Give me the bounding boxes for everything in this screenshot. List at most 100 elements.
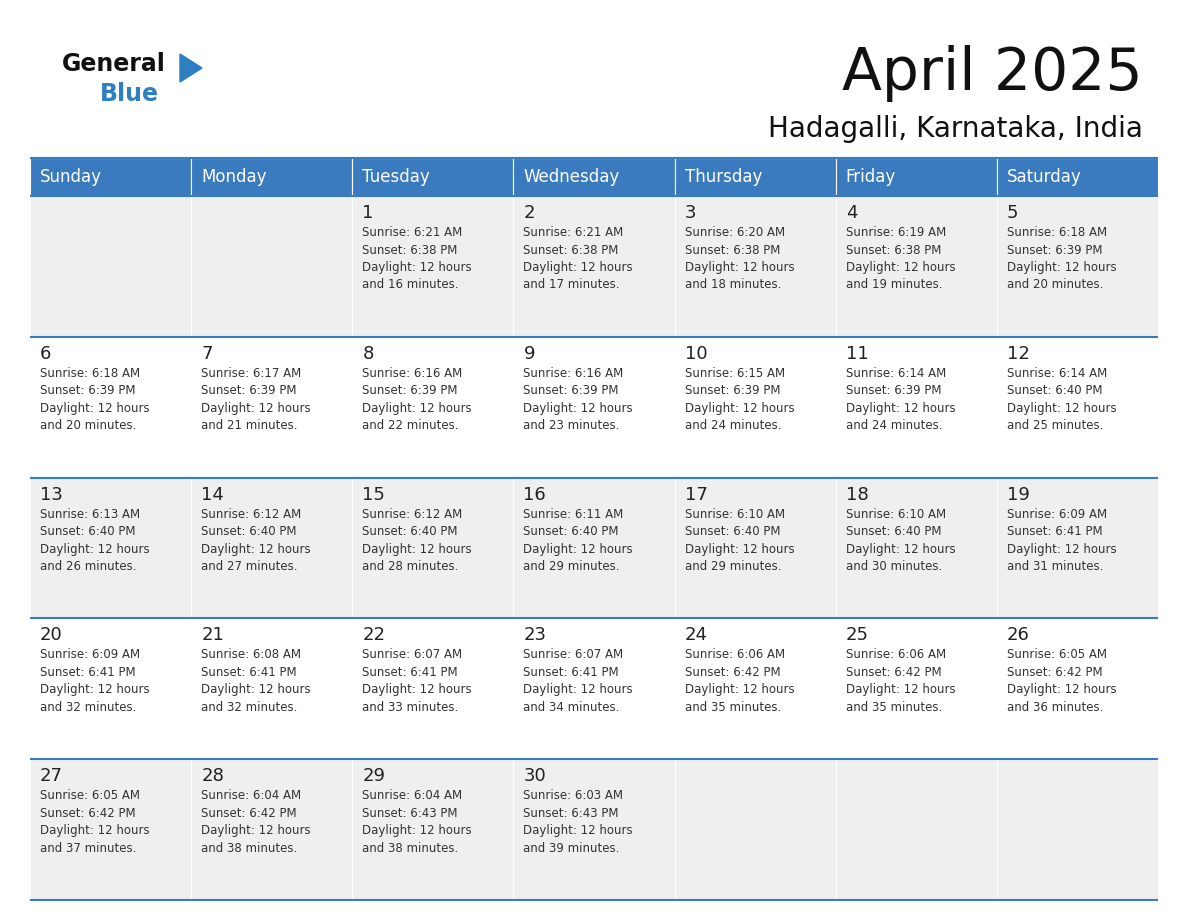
Bar [997, 759, 1158, 900]
Text: Hadagalli, Karnataka, India: Hadagalli, Karnataka, India [769, 115, 1143, 143]
Text: 16: 16 [524, 486, 546, 504]
Text: Saturday: Saturday [1007, 168, 1081, 186]
Text: 29: 29 [362, 767, 385, 785]
Text: 5: 5 [1007, 204, 1018, 222]
Bar [835, 196, 997, 337]
Text: Sunrise: 6:05 AM
Sunset: 6:42 PM
Daylight: 12 hours
and 36 minutes.: Sunrise: 6:05 AM Sunset: 6:42 PM Dayligh… [1007, 648, 1117, 714]
Text: 12: 12 [1007, 345, 1030, 363]
Bar [835, 337, 997, 477]
Text: General: General [62, 52, 166, 76]
Text: Sunrise: 6:10 AM
Sunset: 6:40 PM
Daylight: 12 hours
and 30 minutes.: Sunrise: 6:10 AM Sunset: 6:40 PM Dayligh… [846, 508, 955, 573]
Bar [997, 477, 1158, 619]
Text: Wednesday: Wednesday [524, 168, 620, 186]
Text: 15: 15 [362, 486, 385, 504]
Text: 30: 30 [524, 767, 546, 785]
Bar [353, 759, 513, 900]
Bar [191, 196, 353, 337]
Text: 4: 4 [846, 204, 858, 222]
Bar [675, 158, 835, 196]
Bar [191, 759, 353, 900]
Text: 19: 19 [1007, 486, 1030, 504]
Text: Sunrise: 6:14 AM
Sunset: 6:39 PM
Daylight: 12 hours
and 24 minutes.: Sunrise: 6:14 AM Sunset: 6:39 PM Dayligh… [846, 367, 955, 432]
Text: 28: 28 [201, 767, 225, 785]
Bar [513, 477, 675, 619]
Text: Sunrise: 6:21 AM
Sunset: 6:38 PM
Daylight: 12 hours
and 16 minutes.: Sunrise: 6:21 AM Sunset: 6:38 PM Dayligh… [362, 226, 472, 292]
Text: Sunrise: 6:08 AM
Sunset: 6:41 PM
Daylight: 12 hours
and 32 minutes.: Sunrise: 6:08 AM Sunset: 6:41 PM Dayligh… [201, 648, 311, 714]
Text: 11: 11 [846, 345, 868, 363]
Text: Sunrise: 6:18 AM
Sunset: 6:39 PM
Daylight: 12 hours
and 20 minutes.: Sunrise: 6:18 AM Sunset: 6:39 PM Dayligh… [1007, 226, 1117, 292]
Text: Sunrise: 6:09 AM
Sunset: 6:41 PM
Daylight: 12 hours
and 31 minutes.: Sunrise: 6:09 AM Sunset: 6:41 PM Dayligh… [1007, 508, 1117, 573]
Bar [835, 477, 997, 619]
Bar [30, 759, 191, 900]
Bar [675, 477, 835, 619]
Text: Sunrise: 6:10 AM
Sunset: 6:40 PM
Daylight: 12 hours
and 29 minutes.: Sunrise: 6:10 AM Sunset: 6:40 PM Dayligh… [684, 508, 795, 573]
Text: 26: 26 [1007, 626, 1030, 644]
Bar [191, 158, 353, 196]
Text: 20: 20 [40, 626, 63, 644]
Bar [513, 619, 675, 759]
Bar [353, 196, 513, 337]
Text: Tuesday: Tuesday [362, 168, 430, 186]
Bar [30, 158, 191, 196]
Text: 22: 22 [362, 626, 385, 644]
Text: Sunrise: 6:07 AM
Sunset: 6:41 PM
Daylight: 12 hours
and 33 minutes.: Sunrise: 6:07 AM Sunset: 6:41 PM Dayligh… [362, 648, 472, 714]
Text: Sunrise: 6:12 AM
Sunset: 6:40 PM
Daylight: 12 hours
and 27 minutes.: Sunrise: 6:12 AM Sunset: 6:40 PM Dayligh… [201, 508, 311, 573]
Text: 24: 24 [684, 626, 708, 644]
Bar [191, 477, 353, 619]
Text: 10: 10 [684, 345, 707, 363]
Bar [30, 337, 191, 477]
Bar [997, 196, 1158, 337]
Bar [513, 196, 675, 337]
Bar [675, 759, 835, 900]
Text: 9: 9 [524, 345, 535, 363]
Polygon shape [181, 54, 202, 82]
Text: 21: 21 [201, 626, 225, 644]
Text: Sunrise: 6:05 AM
Sunset: 6:42 PM
Daylight: 12 hours
and 37 minutes.: Sunrise: 6:05 AM Sunset: 6:42 PM Dayligh… [40, 789, 150, 855]
Text: 23: 23 [524, 626, 546, 644]
Text: Sunrise: 6:14 AM
Sunset: 6:40 PM
Daylight: 12 hours
and 25 minutes.: Sunrise: 6:14 AM Sunset: 6:40 PM Dayligh… [1007, 367, 1117, 432]
Text: Friday: Friday [846, 168, 896, 186]
Text: Sunrise: 6:16 AM
Sunset: 6:39 PM
Daylight: 12 hours
and 22 minutes.: Sunrise: 6:16 AM Sunset: 6:39 PM Dayligh… [362, 367, 472, 432]
Bar [30, 477, 191, 619]
Text: Sunrise: 6:11 AM
Sunset: 6:40 PM
Daylight: 12 hours
and 29 minutes.: Sunrise: 6:11 AM Sunset: 6:40 PM Dayligh… [524, 508, 633, 573]
Bar [997, 337, 1158, 477]
Text: 8: 8 [362, 345, 374, 363]
Text: Sunrise: 6:06 AM
Sunset: 6:42 PM
Daylight: 12 hours
and 35 minutes.: Sunrise: 6:06 AM Sunset: 6:42 PM Dayligh… [684, 648, 795, 714]
Bar [353, 158, 513, 196]
Text: Sunrise: 6:04 AM
Sunset: 6:42 PM
Daylight: 12 hours
and 38 minutes.: Sunrise: 6:04 AM Sunset: 6:42 PM Dayligh… [201, 789, 311, 855]
Text: 7: 7 [201, 345, 213, 363]
Bar [513, 337, 675, 477]
Bar [835, 158, 997, 196]
Bar [997, 619, 1158, 759]
Text: Sunrise: 6:20 AM
Sunset: 6:38 PM
Daylight: 12 hours
and 18 minutes.: Sunrise: 6:20 AM Sunset: 6:38 PM Dayligh… [684, 226, 795, 292]
Bar [835, 759, 997, 900]
Text: 27: 27 [40, 767, 63, 785]
Bar [675, 337, 835, 477]
Bar [191, 619, 353, 759]
Text: Sunrise: 6:07 AM
Sunset: 6:41 PM
Daylight: 12 hours
and 34 minutes.: Sunrise: 6:07 AM Sunset: 6:41 PM Dayligh… [524, 648, 633, 714]
Text: 25: 25 [846, 626, 868, 644]
Text: Sunrise: 6:12 AM
Sunset: 6:40 PM
Daylight: 12 hours
and 28 minutes.: Sunrise: 6:12 AM Sunset: 6:40 PM Dayligh… [362, 508, 472, 573]
Text: Sunrise: 6:13 AM
Sunset: 6:40 PM
Daylight: 12 hours
and 26 minutes.: Sunrise: 6:13 AM Sunset: 6:40 PM Dayligh… [40, 508, 150, 573]
Bar [353, 477, 513, 619]
Bar [513, 759, 675, 900]
Bar [353, 619, 513, 759]
Bar [30, 619, 191, 759]
Text: 6: 6 [40, 345, 51, 363]
Bar [513, 158, 675, 196]
Text: Sunrise: 6:03 AM
Sunset: 6:43 PM
Daylight: 12 hours
and 39 minutes.: Sunrise: 6:03 AM Sunset: 6:43 PM Dayligh… [524, 789, 633, 855]
Bar [675, 619, 835, 759]
Text: 2: 2 [524, 204, 535, 222]
Text: Blue: Blue [100, 82, 159, 106]
Text: Sunrise: 6:17 AM
Sunset: 6:39 PM
Daylight: 12 hours
and 21 minutes.: Sunrise: 6:17 AM Sunset: 6:39 PM Dayligh… [201, 367, 311, 432]
Text: 1: 1 [362, 204, 374, 222]
Text: Sunrise: 6:09 AM
Sunset: 6:41 PM
Daylight: 12 hours
and 32 minutes.: Sunrise: 6:09 AM Sunset: 6:41 PM Dayligh… [40, 648, 150, 714]
Text: 18: 18 [846, 486, 868, 504]
Text: Sunrise: 6:21 AM
Sunset: 6:38 PM
Daylight: 12 hours
and 17 minutes.: Sunrise: 6:21 AM Sunset: 6:38 PM Dayligh… [524, 226, 633, 292]
Text: Thursday: Thursday [684, 168, 762, 186]
Bar [353, 337, 513, 477]
Text: 13: 13 [40, 486, 63, 504]
Text: 14: 14 [201, 486, 225, 504]
Text: Sunrise: 6:15 AM
Sunset: 6:39 PM
Daylight: 12 hours
and 24 minutes.: Sunrise: 6:15 AM Sunset: 6:39 PM Dayligh… [684, 367, 795, 432]
Text: Sunrise: 6:04 AM
Sunset: 6:43 PM
Daylight: 12 hours
and 38 minutes.: Sunrise: 6:04 AM Sunset: 6:43 PM Dayligh… [362, 789, 472, 855]
